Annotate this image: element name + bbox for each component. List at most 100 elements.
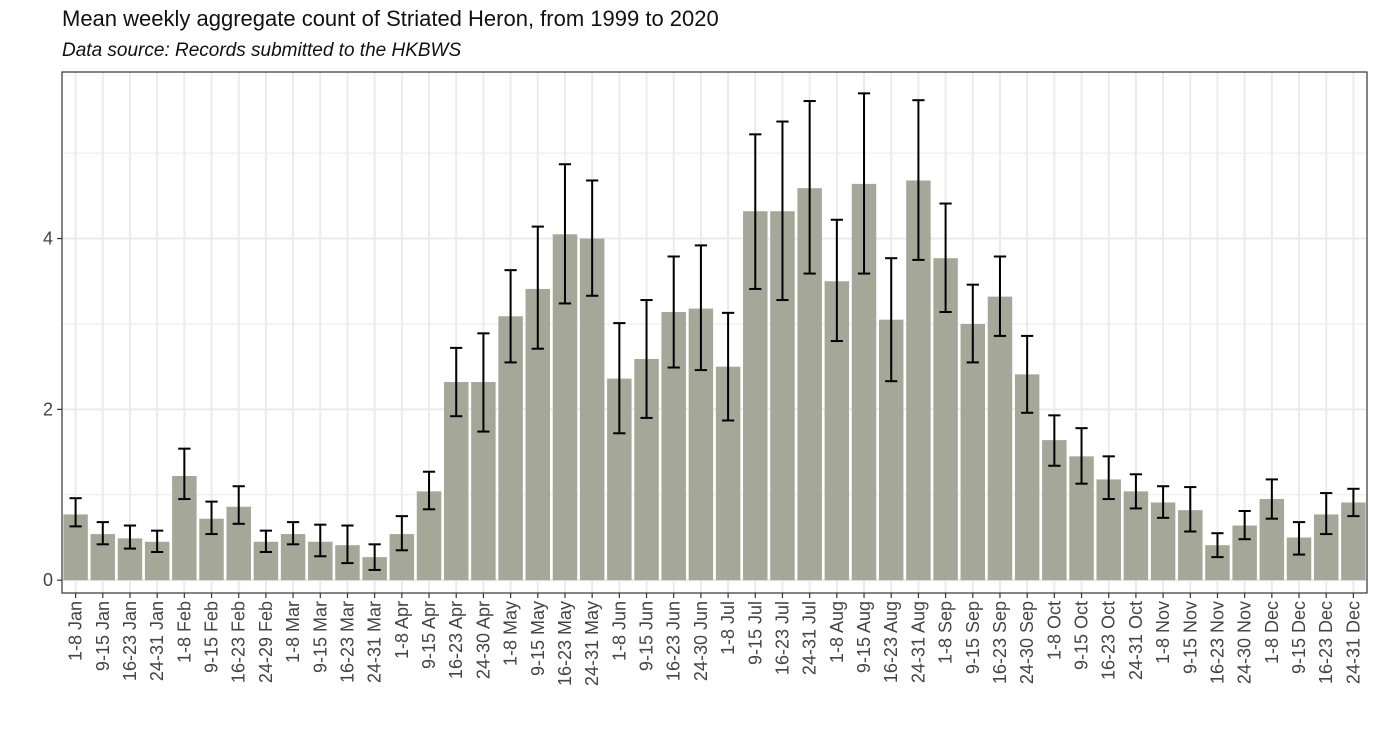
x-tick-label: 1-8 May: [501, 601, 521, 666]
error-bar: [69, 497, 82, 528]
y-axis: 0 2 4: [43, 229, 62, 590]
x-tick-label: 9-15 Oct: [1072, 601, 1092, 670]
x-tick-label: 24-30 Jun: [691, 601, 711, 681]
x-tick-label: 9-15 Jan: [93, 601, 113, 671]
error-bar: [96, 521, 109, 546]
x-tick-label: 16-23 Aug: [881, 601, 901, 683]
x-tick-label: 16-23 Apr: [446, 601, 466, 679]
x-tick-label: 9-15 Nov: [1180, 601, 1200, 674]
error-bar: [1238, 510, 1251, 541]
error-bar: [286, 521, 300, 546]
error-bar: [151, 529, 164, 554]
error-bar: [1211, 532, 1224, 559]
error-bar: [395, 515, 408, 552]
x-tick-label: 16-23 Nov: [1207, 601, 1227, 684]
x-tick-label: 9-15 Dec: [1289, 601, 1309, 674]
error-bar: [667, 255, 680, 369]
error-bar: [1320, 492, 1333, 536]
x-tick-label: 24-31 Dec: [1343, 601, 1363, 684]
x-tick-label: 1-8 Aug: [827, 601, 847, 663]
error-bar: [205, 500, 218, 536]
error-bar: [1075, 427, 1088, 485]
error-bar: [1184, 486, 1197, 533]
x-tick-label: 24-30 Sep: [1017, 601, 1037, 684]
error-bar: [966, 283, 979, 364]
error-bar: [1102, 455, 1115, 501]
error-bar: [368, 543, 381, 571]
error-bar: [694, 244, 708, 372]
x-tick-label: 1-8 Mar: [283, 601, 303, 663]
error-bar: [1292, 521, 1306, 556]
chart-title: Mean weekly aggregate count of Striated …: [62, 6, 719, 31]
error-bar: [803, 100, 816, 275]
error-bar: [721, 311, 735, 422]
x-tick-label: 16-23 Jan: [120, 601, 140, 681]
x-tick-label: 24-30 Nov: [1235, 601, 1255, 684]
x-tick-label: 9-15 Feb: [202, 601, 222, 673]
error-bar: [1048, 414, 1061, 467]
error-bar: [749, 133, 762, 290]
chart-subtitle: Data source: Records submitted to the HK…: [62, 40, 462, 61]
x-tick-label: 16-23 Feb: [229, 601, 249, 683]
error-bar: [450, 346, 463, 418]
error-bar: [885, 257, 898, 383]
bars: [63, 180, 1366, 581]
x-tick-label: 9-15 May: [528, 601, 548, 676]
x-tick-label: 9-15 Sep: [963, 601, 983, 674]
error-bar: [912, 99, 925, 261]
error-bar: [314, 523, 327, 558]
bar: [960, 323, 986, 581]
x-tick-label: 1-8 Jul: [718, 601, 738, 655]
x-tick-label: 9-15 Mar: [310, 601, 330, 673]
x-tick-label: 16-23 Jul: [772, 601, 792, 675]
x-tick-label: 24-31 May: [582, 601, 602, 686]
error-bar: [1347, 487, 1360, 518]
x-tick-label: 16-23 Jun: [664, 601, 684, 681]
error-bar: [1156, 485, 1170, 519]
x-tick-label: 1-8 Dec: [1262, 601, 1282, 664]
x-tick-label: 1-8 Sep: [936, 601, 956, 664]
x-tick-label: 24-31 Jan: [147, 601, 167, 681]
x-tick-label: 1-8 Jan: [66, 601, 86, 661]
y-tick-label: 0: [43, 570, 53, 590]
x-tick-label: 1-8 Feb: [174, 601, 194, 663]
bar: [987, 296, 1013, 581]
error-bars: [69, 92, 1360, 571]
error-bar: [178, 447, 191, 501]
x-tick-label: 24-30 Apr: [473, 601, 493, 679]
x-tick-label: 24-29 Feb: [256, 601, 276, 683]
error-bar: [993, 255, 1007, 337]
error-bar: [341, 524, 354, 565]
error-bar: [477, 332, 490, 433]
error-bar: [232, 485, 245, 525]
error-bar: [1021, 334, 1034, 414]
x-tick-label: 9-15 Jun: [637, 601, 657, 671]
error-bar: [613, 322, 626, 435]
x-tick-label: 24-31 Oct: [1126, 601, 1146, 680]
error-bar: [776, 120, 789, 302]
x-tick-label: 16-23 Dec: [1316, 601, 1336, 684]
error-bar: [857, 92, 871, 275]
x-axis: 1-8 Jan 9-15 Jan 16-23 Jan 24-31 Jan 1-8 Feb…: [66, 593, 1363, 686]
error-bar: [939, 202, 952, 314]
x-tick-label: 24-31 Mar: [365, 601, 385, 683]
x-tick-label: 9-15 Apr: [419, 601, 439, 669]
x-tick-label: 1-8 Nov: [1153, 601, 1173, 664]
error-bar: [558, 163, 572, 305]
error-bar: [504, 269, 517, 364]
x-tick-label: 1-8 Jun: [609, 601, 629, 661]
x-tick-label: 24-31 Jul: [800, 601, 820, 675]
error-bar: [586, 179, 599, 297]
y-tick-label: 4: [43, 229, 53, 249]
error-bar: [640, 299, 653, 419]
x-tick-label: 1-8 Apr: [392, 601, 412, 659]
error-bar: [531, 225, 544, 350]
x-tick-label: 9-15 Jul: [745, 601, 765, 665]
error-bar: [1265, 478, 1278, 520]
x-tick-label: 16-23 Sep: [990, 601, 1010, 684]
error-bar: [1129, 473, 1143, 510]
x-tick-label: 9-15 Aug: [854, 601, 874, 673]
x-tick-label: 24-31 Aug: [908, 601, 928, 683]
x-tick-label: 1-8 Oct: [1044, 601, 1064, 660]
